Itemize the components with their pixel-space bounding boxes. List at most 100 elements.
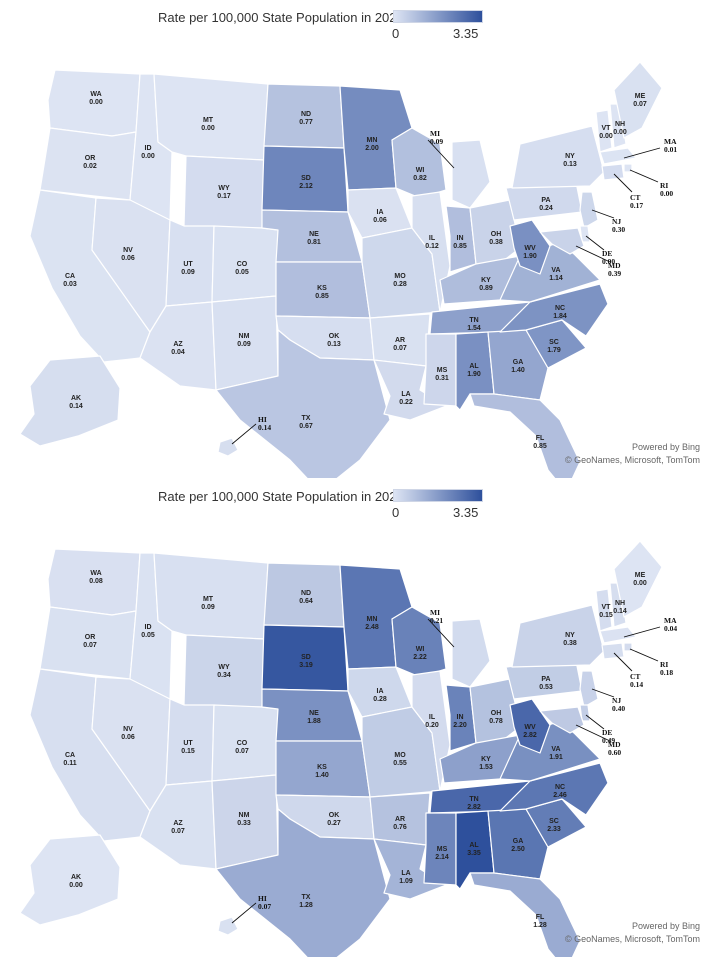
- credit-attribution: © GeoNames, Microsoft, TomTom: [565, 455, 700, 465]
- state-wv[interactable]: [509, 698, 551, 754]
- legend-min-label: 0: [392, 26, 400, 41]
- state-in[interactable]: [445, 205, 477, 273]
- state-code-tx: TX: [302, 894, 311, 901]
- state-ak[interactable]: [19, 834, 121, 926]
- state-mi[interactable]: [451, 139, 491, 209]
- state-value-ri: 0.00: [660, 189, 673, 198]
- state-code-sd: SD: [301, 654, 311, 661]
- state-code-nj: NJ: [612, 217, 621, 226]
- state-mi[interactable]: [451, 618, 491, 688]
- state-value-fl: 0.85: [533, 443, 547, 450]
- state-ct[interactable]: [601, 163, 625, 181]
- state-code-ky: KY: [481, 277, 491, 284]
- choropleth-map[interactable]: WA0.08OR0.07CA0.11ID0.05MT0.09WY0.34NV0.…: [0, 519, 708, 957]
- state-code-ms: MS: [437, 367, 448, 374]
- state-value-sd: 2.12: [299, 183, 313, 190]
- state-ny[interactable]: [511, 125, 605, 189]
- state-value-ar: 0.07: [393, 345, 407, 352]
- state-value-id: 0.05: [141, 632, 155, 639]
- legend-max-label: 3.35: [453, 26, 479, 41]
- state-ms[interactable]: [423, 333, 457, 407]
- state-value-mn: 2.48: [365, 624, 379, 631]
- state-code-or: OR: [85, 155, 96, 162]
- state-ms[interactable]: [423, 812, 457, 886]
- state-value-az: 0.04: [171, 349, 185, 356]
- state-code-nm: NM: [239, 333, 250, 340]
- state-code-ri: RI: [660, 181, 668, 190]
- state-value-ia: 0.06: [373, 217, 387, 224]
- credit-powered-by: Powered by Bing: [631, 921, 700, 931]
- callout-line-de: [585, 714, 605, 730]
- state-value-mt: 0.09: [201, 604, 215, 611]
- state-code-ut: UT: [183, 740, 193, 747]
- state-la[interactable]: [373, 359, 447, 421]
- state-value-hi: 0.14: [258, 423, 271, 432]
- state-value-ak: 0.14: [69, 403, 83, 410]
- state-code-la: LA: [401, 391, 410, 398]
- state-vt[interactable]: [595, 588, 613, 632]
- state-code-nh: NH: [615, 121, 625, 128]
- state-code-ar: AR: [395, 816, 405, 823]
- state-value-tn: 1.54: [467, 325, 481, 332]
- state-nc[interactable]: [499, 762, 609, 816]
- state-code-va: VA: [551, 746, 560, 753]
- state-in[interactable]: [445, 684, 477, 752]
- state-hi[interactable]: [217, 916, 239, 936]
- state-tx[interactable]: [215, 329, 391, 478]
- state-ny[interactable]: [511, 604, 605, 668]
- state-nc[interactable]: [499, 283, 609, 337]
- state-code-nj: NJ: [612, 696, 621, 705]
- state-value-ny: 0.13: [563, 161, 577, 168]
- state-value-il: 0.20: [425, 722, 439, 729]
- state-code-de: DE: [602, 249, 612, 258]
- state-wv[interactable]: [509, 219, 551, 275]
- state-nj[interactable]: [579, 670, 599, 708]
- state-value-mi: 0.09: [430, 137, 443, 146]
- state-me[interactable]: [613, 61, 663, 139]
- state-value-ca: 0.03: [63, 281, 77, 288]
- state-md[interactable]: [539, 227, 585, 255]
- state-md[interactable]: [539, 706, 585, 734]
- state-value-ky: 1.53: [479, 764, 493, 771]
- callout-line-md: [575, 724, 611, 742]
- state-hi[interactable]: [217, 437, 239, 457]
- state-code-ia: IA: [377, 209, 384, 216]
- state-value-al: 3.35: [467, 850, 481, 857]
- state-value-pa: 0.53: [539, 684, 553, 691]
- state-fl[interactable]: [469, 393, 581, 478]
- state-code-md: MD: [608, 740, 621, 749]
- state-code-ms: MS: [437, 846, 448, 853]
- state-vt[interactable]: [595, 109, 613, 153]
- state-value-tn: 2.82: [467, 804, 481, 811]
- state-value-ga: 2.50: [511, 846, 525, 853]
- state-ak[interactable]: [19, 355, 121, 447]
- state-code-al: AL: [469, 842, 479, 849]
- state-code-ct: CT: [630, 672, 640, 681]
- state-ma[interactable]: [599, 147, 637, 165]
- state-code-nd: ND: [301, 590, 311, 597]
- state-code-sc: SC: [549, 339, 559, 346]
- state-code-nv: NV: [123, 726, 133, 733]
- state-code-wy: WY: [218, 664, 230, 671]
- state-value-mo: 0.28: [393, 281, 407, 288]
- state-tx[interactable]: [215, 808, 391, 957]
- state-ct[interactable]: [601, 642, 625, 660]
- state-wy[interactable]: [183, 634, 265, 708]
- state-wy[interactable]: [183, 155, 265, 229]
- choropleth-map[interactable]: WA0.00OR0.02CA0.03ID0.00MT0.00WY0.17NV0.…: [0, 40, 708, 478]
- state-code-oh: OH: [491, 231, 502, 238]
- state-me[interactable]: [613, 540, 663, 618]
- state-value-tx: 0.67: [299, 423, 313, 430]
- state-code-oh: OH: [491, 710, 502, 717]
- state-value-mi: 0.21: [430, 616, 443, 625]
- state-ma[interactable]: [599, 626, 637, 644]
- state-fl[interactable]: [469, 872, 581, 957]
- state-code-nv: NV: [123, 247, 133, 254]
- state-code-tx: TX: [302, 415, 311, 422]
- state-nj[interactable]: [579, 191, 599, 229]
- state-code-me: ME: [635, 93, 646, 100]
- state-code-ga: GA: [513, 838, 524, 845]
- state-code-id: ID: [145, 145, 152, 152]
- state-la[interactable]: [373, 838, 447, 900]
- map-panel-2021: Rate per 100,000 State Population in 202…: [0, 0, 708, 478]
